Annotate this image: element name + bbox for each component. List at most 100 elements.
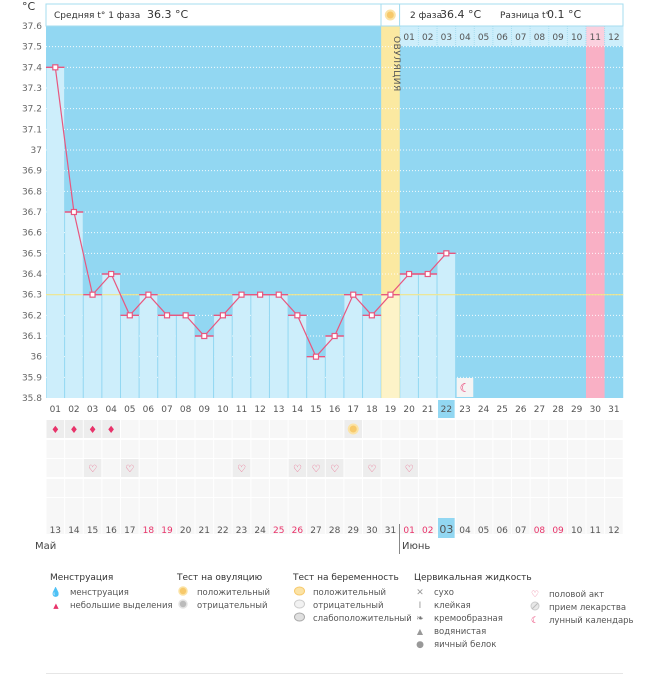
temperature-point [126, 312, 133, 319]
cycle-day-label: 29 [571, 405, 583, 415]
marker-cell [232, 420, 251, 438]
marker-cell [437, 479, 456, 497]
marker-cell [176, 479, 195, 497]
menstruation-cell [65, 420, 83, 438]
temperature-point [387, 291, 394, 298]
marker-cell [363, 479, 381, 497]
phase1-label: Средняя t° 1 фаза [54, 11, 140, 21]
phase2-label: 2 фаза [410, 11, 442, 21]
marker-cell [381, 440, 400, 458]
diff-value: 0.1 °C [547, 8, 581, 21]
marker-cell [605, 516, 623, 534]
menstruation-cell [102, 420, 120, 438]
next-cycle-day-label: 04 [459, 33, 471, 43]
cycle-day-label: 19 [385, 405, 397, 415]
y-tick-label: 37.3 [22, 84, 42, 94]
marker-cell [493, 440, 511, 458]
marker-cell [288, 516, 307, 534]
marker-cell [83, 479, 102, 497]
legend-title: Тест на беременность [293, 573, 399, 583]
moon-icon: ☾ [530, 615, 540, 626]
temperature-point [350, 291, 357, 298]
calendar-date-label: 13 [50, 526, 61, 536]
blood-drops-icon: ♦ [69, 425, 78, 436]
marker-cell [158, 498, 176, 516]
marker-cell [456, 479, 474, 497]
marker-cell [400, 498, 418, 516]
next-cycle-day-label: 01 [403, 33, 414, 43]
marker-cell [251, 440, 269, 458]
marker-cell [586, 479, 605, 497]
next-cycle-day-label: 02 [422, 33, 433, 43]
marker-cell [120, 498, 139, 516]
cycle-day-label: 30 [590, 405, 602, 415]
marker-cell [65, 498, 83, 516]
marker-cell [102, 498, 120, 516]
marker-cell [102, 459, 120, 477]
calendar-date-label: 05 [478, 526, 489, 536]
cycle-day-label: 12 [254, 405, 265, 415]
marker-cell [251, 479, 269, 497]
calendar-date-label: 07 [515, 526, 526, 536]
egg-white-icon: ● [416, 639, 424, 650]
temperature-bar [307, 356, 325, 398]
marker-cell [269, 479, 288, 497]
calendar-date-label: 14 [68, 526, 80, 536]
marker-cell [269, 498, 288, 516]
marker-cell [139, 420, 158, 438]
heart-icon: ♡ [88, 464, 97, 475]
ovulation-positive-icon [347, 423, 359, 435]
marker-cell [418, 498, 437, 516]
y-tick-label: 36.9 [22, 167, 42, 177]
marker-cell [46, 498, 65, 516]
heart-icon: ♡ [125, 464, 134, 475]
marker-cell [139, 479, 158, 497]
calendar-date-label: 12 [608, 526, 619, 536]
temperature-bar [120, 315, 139, 398]
marker-cell [46, 440, 65, 458]
marker-cell [363, 498, 381, 516]
marker-cell [65, 459, 83, 477]
legend-menstruation: Менструация 💧 менструация ▲ небольшие выде… [50, 573, 173, 612]
y-tick-label: 35.8 [22, 394, 42, 404]
marker-cell [530, 440, 549, 458]
intercourse-cell [363, 459, 381, 477]
marker-cell [512, 420, 530, 438]
calendar-date-label: 01 [403, 526, 414, 536]
marker-cell [512, 498, 530, 516]
y-tick-label: 36.6 [22, 229, 42, 239]
legend-item-label: половой акт [549, 589, 605, 600]
marker-cell [120, 516, 139, 534]
pregnancy-negative-icon [293, 599, 305, 612]
calendar-date-label: 08 [534, 526, 546, 536]
marker-cell [493, 420, 511, 438]
marker-cell [325, 498, 344, 516]
marker-cell [325, 516, 344, 534]
cycle-day-label: 23 [459, 405, 470, 415]
y-tick-label: 36.3 [22, 291, 42, 301]
legend-title: Тест на овуляцию [177, 573, 263, 583]
y-tick-label: 37.6 [22, 22, 42, 32]
marker-cell [549, 498, 567, 516]
cycle-day-label: 03 [87, 405, 98, 415]
temperature-bar [46, 67, 65, 398]
marker-cell [418, 440, 437, 458]
marker-cell [530, 498, 549, 516]
temperature-point [312, 353, 320, 360]
legend-pregnancy-test: Тест на беременность положительный отриц… [293, 573, 412, 625]
bottom-divider [46, 673, 623, 674]
temperature-point [257, 291, 264, 298]
marker-cell [344, 498, 363, 516]
marker-cell [493, 516, 511, 534]
temperature-bar [418, 274, 437, 398]
marker-cell [549, 516, 567, 534]
marker-cell [102, 440, 120, 458]
marker-cell [83, 440, 102, 458]
intercourse-cell [288, 459, 307, 477]
marker-cell [567, 498, 586, 516]
marker-cell [605, 420, 623, 438]
temperature-point [443, 250, 450, 257]
calendar-date-label: 10 [571, 526, 583, 536]
cycle-day-label: 17 [348, 405, 359, 415]
heart-icon: ♡ [405, 464, 414, 475]
